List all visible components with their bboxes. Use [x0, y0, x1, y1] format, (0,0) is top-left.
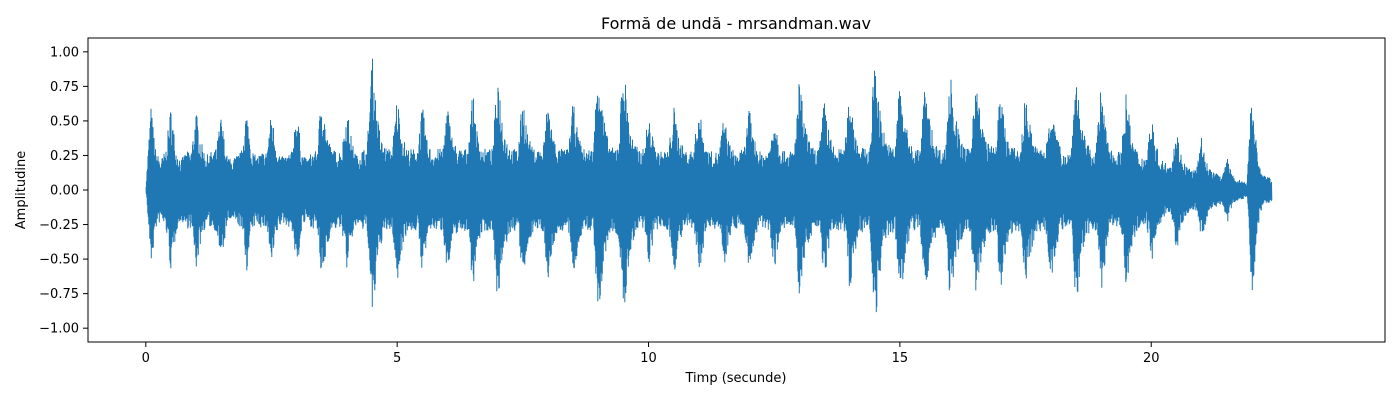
- x-axis-label: Timp (secunde): [685, 371, 787, 386]
- y-tick-label: 0.50: [50, 114, 79, 129]
- y-tick-label: −1.00: [39, 322, 79, 337]
- chart-title: Formă de undă - mrsandman.wav: [601, 14, 871, 33]
- y-tick-label: −0.75: [39, 287, 79, 302]
- y-axis: 1.00 0.75 0.50 0.25 0.00 −0.25 −0.50 −0.75 −1.00: [39, 45, 88, 337]
- waveform-series: [145, 58, 1273, 313]
- x-tick-label: 20: [1143, 351, 1160, 366]
- x-tick-label: 0: [142, 351, 150, 366]
- y-tick-label: 0.25: [50, 149, 79, 164]
- x-tick-label: 5: [393, 351, 401, 366]
- waveform-line-0: [145, 58, 1273, 313]
- y-tick-label: −0.25: [39, 218, 79, 233]
- y-tick-label: 0.75: [50, 80, 79, 95]
- x-tick-label: 10: [640, 351, 657, 366]
- y-tick-label: −0.50: [39, 253, 79, 268]
- y-tick-label: 1.00: [50, 45, 79, 60]
- x-axis: 0 5 10 15 20: [142, 342, 1160, 366]
- y-tick-label: 0.00: [50, 184, 79, 199]
- x-tick-label: 15: [892, 351, 909, 366]
- y-axis-label: Amplitudine: [14, 151, 29, 229]
